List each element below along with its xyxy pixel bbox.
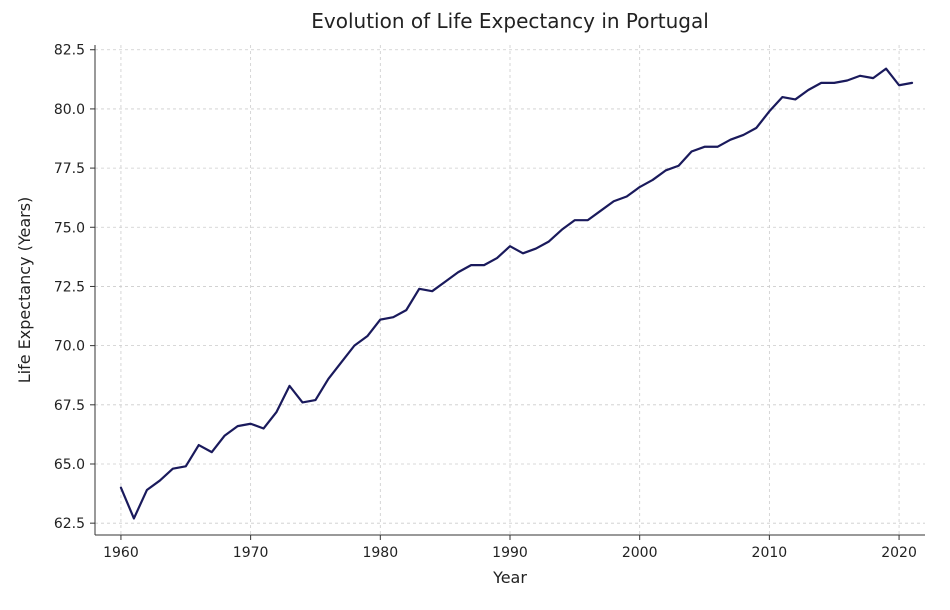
y-tick-label: 75.0: [54, 220, 85, 236]
y-tick-label: 82.5: [54, 43, 85, 59]
x-tick-label: 1960: [103, 545, 139, 561]
y-tick-label: 72.5: [54, 279, 85, 295]
y-tick-label: 65.0: [54, 457, 85, 473]
x-tick-label: 1980: [362, 545, 398, 561]
x-tick-label: 2000: [622, 545, 658, 561]
x-tick-label: 1990: [492, 545, 528, 561]
chart-title: Evolution of Life Expectancy in Portugal: [311, 9, 709, 33]
y-tick-label: 67.5: [54, 398, 85, 414]
y-tick-label: 77.5: [54, 161, 85, 177]
y-tick-label: 70.0: [54, 339, 85, 355]
chart-container: 1960 1970 1980 1990 2000 2010 2020 62.5 65.0 67.5…: [0, 0, 950, 610]
x-tick-label: 2020: [881, 545, 917, 561]
x-axis-label: Year: [492, 568, 527, 587]
y-tick-label: 80.0: [54, 102, 85, 118]
y-axis-label: Life Expectancy (Years): [15, 197, 34, 384]
y-tick-label: 62.5: [54, 516, 85, 532]
x-tick-label: 2010: [752, 545, 788, 561]
line-chart: 1960 1970 1980 1990 2000 2010 2020 62.5 65.0 67.5…: [0, 0, 950, 610]
x-tick-label: 1970: [233, 545, 269, 561]
